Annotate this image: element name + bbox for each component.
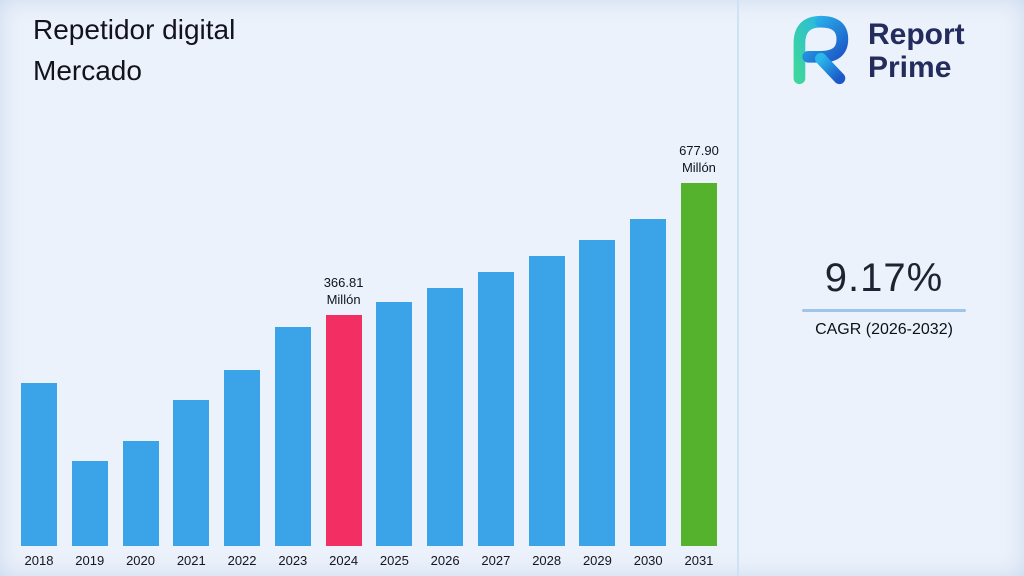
bar-column-2027: 2027 (473, 272, 519, 568)
bar-column-2019: 2019 (67, 461, 113, 568)
bar-2019 (71, 461, 108, 546)
year-label-2018: 2018 (24, 553, 54, 568)
bar-column-2028: 2028 (524, 256, 570, 568)
bar-2030 (630, 219, 667, 546)
bar-2020 (122, 441, 159, 546)
year-label-2024: 2024 (329, 553, 359, 568)
bar-column-2031: 677.90 Millón 2031 (676, 143, 722, 568)
year-label-2025: 2025 (379, 553, 409, 568)
year-label-2026: 2026 (430, 553, 460, 568)
bar-2018 (21, 383, 57, 546)
bar-2031 (680, 183, 717, 546)
bar-column-2029: 2029 (574, 240, 620, 568)
report-prime-wordmark: Report Prime (868, 18, 965, 84)
vertical-divider (737, 0, 739, 576)
bar-column-2024: 366.81 Millón 2024 (321, 275, 367, 568)
brand-line2: Prime (868, 50, 952, 84)
year-label-2029: 2029 (582, 553, 612, 568)
bar-2023 (274, 327, 311, 546)
cagr-value: 9.17% (824, 256, 944, 300)
report-prime-logo: Report Prime (778, 10, 965, 93)
page-title-line1: Repetidor digital (33, 14, 236, 45)
bar-2027 (477, 272, 514, 546)
brand-line1: Report (868, 18, 965, 52)
cagr-block: 9.17% CAGR (2026-2032) (800, 256, 968, 339)
page-title-line2: Mercado (33, 54, 142, 86)
bar-2029 (579, 240, 616, 546)
bar-column-2018: 2018 (16, 383, 62, 568)
page-title: Repetidor digital Mercado (33, 10, 235, 91)
value-label-2031: 677.90 Millón (679, 143, 719, 176)
bar-2028 (528, 256, 565, 546)
year-label-2020: 2020 (126, 553, 155, 568)
bar-column-2020: 2020 (118, 441, 164, 568)
bar-2025 (376, 302, 413, 546)
bar-column-2022: 2022 (219, 370, 265, 568)
bar-chart: 2018 2019 2020 2021 2022 2023 366.81 Millón 2024… (16, 143, 722, 568)
bar-2021 (173, 400, 210, 546)
bar-2024 (325, 315, 362, 546)
year-label-2023: 2023 (278, 553, 308, 568)
value-label-2024: 366.81 Millón (323, 275, 364, 308)
bar-column-2026: 2026 (422, 288, 468, 568)
bar-column-2030: 2030 (625, 219, 671, 568)
bar-2026 (427, 288, 464, 546)
cagr-underline (802, 309, 966, 312)
bar-column-2025: 2025 (371, 302, 417, 568)
bar-2022 (224, 370, 261, 546)
bar-column-2023: 2023 (270, 327, 316, 568)
year-label-2022: 2022 (227, 553, 257, 568)
report-prime-logo-icon (778, 10, 856, 93)
year-label-2028: 2028 (532, 553, 562, 568)
year-label-2021: 2021 (176, 553, 206, 568)
year-label-2027: 2027 (481, 553, 511, 568)
bar-column-2021: 2021 (168, 400, 214, 568)
year-label-2031: 2031 (684, 553, 714, 568)
cagr-label: CAGR (2026-2032) (815, 321, 953, 338)
year-label-2030: 2030 (633, 553, 663, 568)
year-label-2019: 2019 (75, 553, 105, 568)
